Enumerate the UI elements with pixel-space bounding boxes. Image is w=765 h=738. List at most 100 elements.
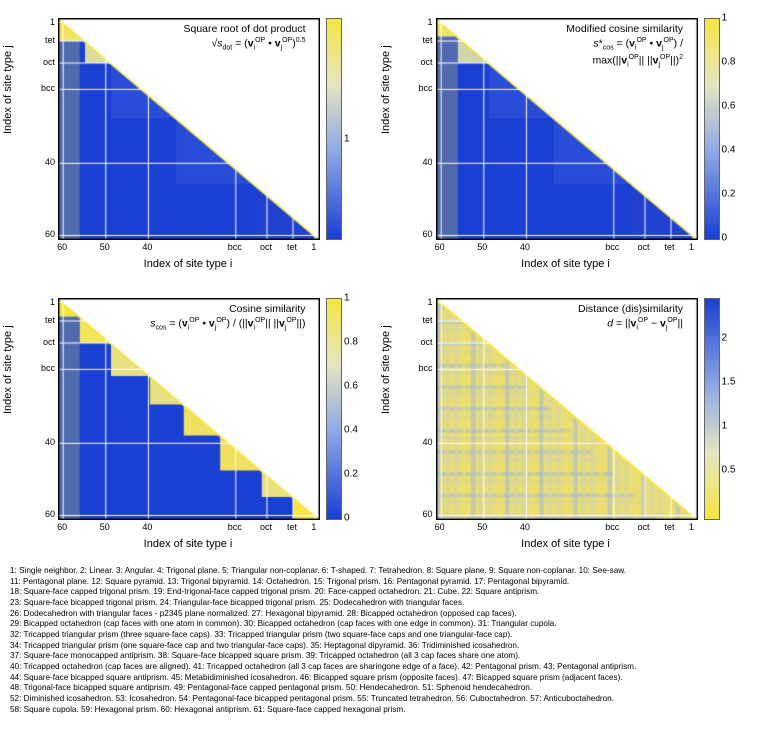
- x-tick: 40: [520, 522, 530, 532]
- x-tick: 50: [477, 242, 487, 252]
- colorbar-tick: 1: [722, 420, 728, 431]
- y-tick: 60: [408, 229, 433, 239]
- x-axis-label: Index of site type i: [58, 538, 318, 550]
- y-tick: tet: [30, 35, 55, 45]
- panel-cosine: Cosine similarityscos = (viOP • vjOP) / …: [10, 290, 378, 560]
- y-tick: bcc: [30, 83, 55, 93]
- y-tick: 40: [408, 437, 433, 447]
- y-ticks: 1 tet oct bcc 40 60: [408, 18, 433, 238]
- heatmap-plot: [58, 18, 320, 240]
- colorbar-ticks: 0.5 1 1.5 2: [722, 298, 752, 518]
- colorbar: [326, 298, 342, 520]
- y-tick: 40: [30, 157, 55, 167]
- colorbar-tick: 1.5: [722, 376, 736, 387]
- chart-grid: Square root of dot product√sdot = (viOP …: [10, 10, 755, 560]
- legend-line: 44: Square-face bicapped square antipris…: [10, 673, 755, 684]
- colorbar-tick: 0: [722, 233, 728, 244]
- y-ticks: 1 tet oct bcc 40 60: [30, 18, 55, 238]
- heatmap-canvas: [437, 299, 697, 519]
- x-tick: bcc: [605, 242, 619, 252]
- colorbar-tick: 1: [344, 134, 350, 145]
- colorbar-tick: 0.8: [722, 57, 736, 68]
- x-tick: 40: [520, 242, 530, 252]
- x-tick: oct: [260, 522, 272, 532]
- y-tick: oct: [30, 57, 55, 67]
- colorbar-tick: 0.4: [344, 425, 358, 436]
- x-tick: 1: [689, 522, 694, 532]
- x-tick: oct: [637, 522, 649, 532]
- colorbar-tick: 0.6: [344, 381, 358, 392]
- colorbar: [704, 18, 720, 240]
- y-tick: 40: [408, 157, 433, 167]
- legend-line: 32: Tricapped triangular prism (three sq…: [10, 630, 755, 641]
- legend-line: 40: Tricapped octahedron (cap faces are …: [10, 662, 755, 673]
- y-tick: oct: [408, 337, 433, 347]
- colorbar-ticks: 00.20.40.60.81: [722, 18, 752, 238]
- colorbar-tick: 2: [722, 332, 728, 343]
- y-tick: 1: [30, 17, 55, 27]
- y-tick: 60: [30, 229, 55, 239]
- y-tick: 1: [408, 297, 433, 307]
- x-tick: 1: [689, 242, 694, 252]
- y-tick: 60: [30, 509, 55, 519]
- colorbar: [326, 18, 342, 240]
- x-axis-label: Index of site type i: [436, 538, 696, 550]
- y-axis-label: Index of site type j: [380, 325, 392, 414]
- colorbar-tick: 0.4: [722, 145, 736, 156]
- x-tick: tet: [664, 242, 674, 252]
- site-type-legend: 1: Single neighbor. 2: Linear. 3: Angula…: [10, 566, 755, 715]
- y-tick: oct: [408, 57, 433, 67]
- legend-line: 37: Square-face monocapped antiprism. 38…: [10, 651, 755, 662]
- y-tick: bcc: [408, 363, 433, 373]
- panel-mod-cosine: Modified cosine similaritys*cos = (viOP …: [388, 10, 756, 280]
- x-tick: 60: [57, 242, 67, 252]
- colorbar: [704, 298, 720, 520]
- heatmap-canvas: [437, 19, 697, 239]
- legend-line: 48: Trigonal-face bicapped square antipr…: [10, 683, 755, 694]
- x-tick: tet: [287, 522, 297, 532]
- legend-line: 23: Square-face bicapped trigonal prism.…: [10, 598, 755, 609]
- x-tick: 60: [57, 522, 67, 532]
- y-tick: 60: [408, 509, 433, 519]
- x-tick: 50: [477, 522, 487, 532]
- colorbar-tick: 0.5: [722, 464, 736, 475]
- x-ticks: 605040bccocttet1: [436, 522, 696, 536]
- colorbar-tick: 1: [344, 293, 350, 304]
- y-tick: tet: [408, 35, 433, 45]
- heatmap-canvas: [59, 19, 319, 239]
- legend-line: 58: Square cupola. 59: Hexagonal prism. …: [10, 705, 755, 716]
- panel-sqrt-dot: Square root of dot product√sdot = (viOP …: [10, 10, 378, 280]
- x-ticks: 60 50 40 bcc oct tet 1: [58, 522, 318, 536]
- heatmap-plot: [58, 298, 320, 520]
- legend-line: 1: Single neighbor. 2: Linear. 3: Angula…: [10, 566, 755, 577]
- x-tick: 1: [311, 242, 316, 252]
- y-tick: 1: [408, 17, 433, 27]
- legend-line: 29: Bicapped octahedron (cap faces with …: [10, 619, 755, 630]
- colorbar-tick: 0.2: [722, 189, 736, 200]
- legend-line: 26: Dodecahedron with triangular faces -…: [10, 609, 755, 620]
- x-axis-label: Index of site type i: [58, 258, 318, 270]
- x-tick: 50: [100, 522, 110, 532]
- x-tick: 40: [142, 522, 152, 532]
- heatmap-plot: [436, 298, 698, 520]
- y-ticks: 1tetoctbcc4060: [408, 298, 433, 518]
- x-tick: oct: [260, 242, 272, 252]
- x-tick: 1: [311, 522, 316, 532]
- legend-line: 11: Pentagonal plane. 12: Square pyramid…: [10, 577, 755, 588]
- x-axis-label: Index of site type i: [436, 258, 696, 270]
- y-tick: bcc: [408, 83, 433, 93]
- y-axis-label: Index of site type j: [2, 45, 14, 134]
- x-tick: 60: [435, 522, 445, 532]
- x-ticks: 605040bccocttet1: [436, 242, 696, 256]
- x-tick: 50: [100, 242, 110, 252]
- x-tick: tet: [664, 522, 674, 532]
- heatmap-canvas: [59, 299, 319, 519]
- colorbar-tick: 0.2: [344, 469, 358, 480]
- panel-distance: Distance (dis)similarityd = ||viOP − vjO…: [388, 290, 756, 560]
- y-tick: tet: [30, 315, 55, 325]
- y-tick: 1: [30, 297, 55, 307]
- y-axis-label: Index of site type j: [380, 45, 392, 134]
- colorbar-ticks: 00.20.40.60.81: [344, 298, 374, 518]
- x-tick: bcc: [228, 522, 242, 532]
- x-tick: bcc: [228, 242, 242, 252]
